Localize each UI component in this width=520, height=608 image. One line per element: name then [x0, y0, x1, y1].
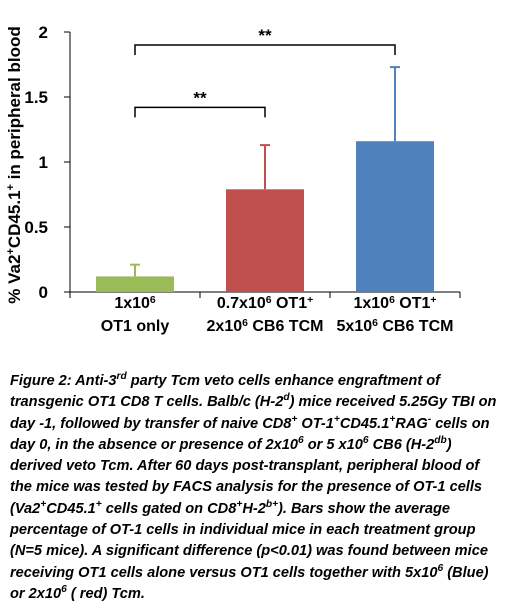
caption-line: derived veto Tcm. After 60 days post-tra…: [10, 458, 480, 475]
y-axis-title: % Va2+CD45.1+ in peripheral blood: [5, 26, 24, 303]
significance-label: **: [258, 26, 272, 45]
x-tick-label: 1x106: [114, 295, 156, 313]
x-tick-label: 0.7x106 OT1+: [217, 295, 313, 313]
caption-line: Figure 2: Anti-3rd party Tcm veto cells …: [10, 371, 441, 389]
bar: [356, 141, 434, 292]
caption-line: day -1, followed by transfer of naive CD…: [10, 413, 490, 432]
y-tick-label: 0: [39, 283, 48, 302]
x-tick-label: 5x106 CB6 TCM: [337, 318, 454, 336]
x-tick-label: OT1 only: [101, 318, 170, 335]
y-tick-label: 1.5: [24, 88, 48, 107]
bar: [96, 276, 174, 292]
caption-line: receiving OT1 cells alone versus OT1 cel…: [10, 562, 489, 581]
caption-line: day 0, in the absence or presence of 2x1…: [10, 435, 452, 453]
y-tick-label: 2: [39, 23, 48, 42]
bar: [226, 189, 304, 292]
caption-line: transgenic OT1 CD8 T cells. Balb/c (H-2d…: [10, 392, 497, 411]
significance-label: **: [193, 88, 207, 107]
caption-line: (N=5 mice). A significant difference (p<…: [10, 543, 488, 560]
x-tick-label: 1x106 OT1+: [353, 295, 436, 313]
caption-line: (Va2+CD45.1+ cells gated on CD8+H-2b+). …: [10, 498, 450, 517]
significance-bracket: [134, 106, 266, 118]
figure-caption: Figure 2: Anti-3rd party Tcm veto cells …: [10, 371, 515, 605]
caption-line: percentage of OT-1 cells in individual m…: [10, 522, 476, 539]
caption-line: the mice was tested by FACS analysis for…: [10, 479, 483, 496]
significance-bracket: [134, 44, 396, 55]
x-tick-label: 2x106 CB6 TCM: [207, 318, 324, 336]
y-tick-label: 0.5: [24, 218, 48, 237]
y-tick-label: 1: [39, 153, 48, 172]
caption-line: or 2x106 ( red) Tcm.: [10, 584, 145, 602]
bar-chart: 0 0.5 1 1.5 2 % Va2+CD45.1+ in peripheral blo…: [5, 23, 461, 336]
